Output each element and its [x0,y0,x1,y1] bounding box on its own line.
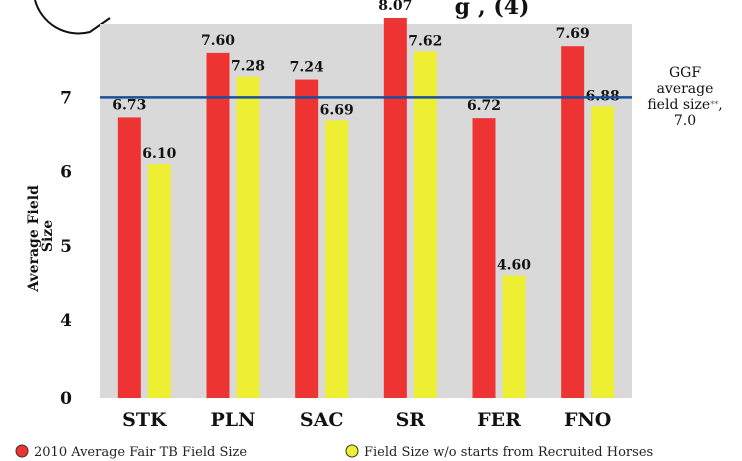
legend-marker-series-2 [345,444,359,458]
bar-sr-series-1 [383,18,407,398]
emblem-circle [34,0,111,35]
y-tick-5: 5 [60,237,72,257]
data-label-sac-series-1: 7.24 [290,60,324,76]
data-label-fer-series-2: 4.60 [497,257,531,273]
bar-sac-series-2 [325,120,349,398]
ref-label-line3-main: field size [647,97,710,113]
legend-label-series-1: 2010 Average Fair TB Field Size [34,445,247,460]
y-tick-4: 4 [60,311,72,331]
y-axis-label: Average Field Size [26,180,56,293]
data-label-pln-series-2: 7.28 [231,59,265,75]
data-label-sac-series-2: 6.69 [320,102,354,118]
data-label-sr-series-2: 7.62 [408,33,442,49]
bar-pln-series-2 [236,76,260,399]
bar-stk-series-1 [117,117,141,399]
bar-pln-series-1 [206,52,230,398]
y-tick-7: 7 [60,88,72,108]
category-label-pln: PLN [210,409,255,431]
chart-title-suffix: , (4) [478,0,529,20]
bar-sac-series-1 [295,79,319,398]
ref-label-line3-tail: , [718,97,722,113]
y-axis-label-line1: Average Field [26,185,42,293]
category-label-fno: FNO [564,409,611,431]
y-tick-0: 0 [60,389,72,409]
category-label-stk: STK [122,409,168,431]
bar-fno-series-1 [561,46,585,399]
bar-stk-series-2 [147,164,171,398]
bar-fer-series-2 [502,275,526,398]
data-label-fno-series-1: 7.69 [556,26,590,42]
ref-label-line3: field size**, [647,97,722,113]
bar-fno-series-2 [591,106,615,398]
data-label-sr-series-1: 8.07 [378,0,412,14]
ref-label-line2: average [657,81,714,97]
data-label-stk-series-2: 6.10 [142,146,176,162]
ref-label-marker: ** [710,100,718,109]
ref-label-line4: 7.0 [674,113,696,129]
category-label-sac: SAC [300,409,344,431]
data-label-fer-series-1: 6.72 [467,98,501,114]
bar-sr-series-2 [413,51,437,399]
bar-fer-series-1 [472,118,496,399]
legend-marker-series-1 [15,444,29,458]
ref-label-line1: GGF [669,65,701,81]
legend-label-series-2: Field Size w/o starts from Recruited Hor… [364,445,653,460]
plot-background [100,24,632,398]
data-label-pln-series-1: 7.60 [201,33,235,49]
reference-annotation: GGF average field size**, 7.0 [647,65,722,129]
y-axis-label-line2: Size [40,220,56,252]
y-tick-6: 6 [60,163,72,183]
category-label-sr: SR [396,409,426,431]
legend: 2010 Average Fair TB Field Size Field Si… [15,444,653,460]
chart-title: g [455,0,470,20]
category-label-fer: FER [477,409,521,431]
data-label-stk-series-1: 6.73 [112,97,146,113]
